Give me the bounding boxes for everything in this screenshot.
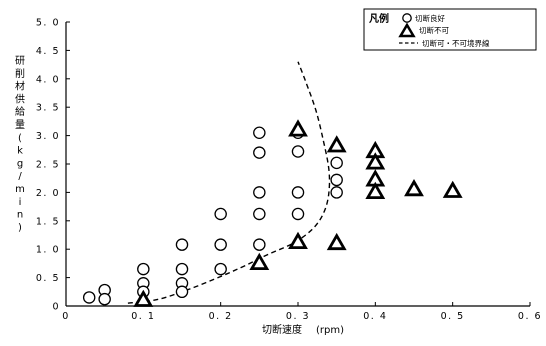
good-cut-point (291, 145, 305, 158)
cut-impossible-point (365, 152, 386, 170)
good-cut-point (253, 207, 266, 221)
y-tick-label: 4. 5 (36, 46, 60, 57)
cut-impossible-point (133, 289, 154, 307)
y-axis-label-char: i (19, 197, 22, 208)
y-tick-label: 0. 5 (36, 273, 60, 284)
x-tick-label: 0 (62, 311, 70, 322)
y-axis-label-char: g (17, 158, 23, 169)
y-tick-label: 1. 0 (36, 245, 60, 256)
x-tick-label: 0. 5 (441, 311, 465, 322)
good-cut-point (253, 146, 266, 159)
good-cut-point (214, 207, 227, 221)
good-cut-point (98, 292, 111, 306)
good-cut-point (330, 173, 343, 187)
cut-impossible-point (365, 181, 386, 199)
y-axis-label-char: ( (18, 133, 22, 144)
boundary-layer (127, 61, 331, 304)
y-axis-label-char: 給 (15, 105, 25, 118)
y-tick-label: 0 (52, 302, 60, 313)
y-axis-label-char: n (17, 210, 23, 221)
legend-triangle-marker (398, 22, 416, 38)
good-cut-point (175, 262, 189, 276)
y-axis-label-char: k (17, 146, 23, 157)
y-tick-label: 2. 5 (36, 160, 60, 171)
y-axis-label-char: / (18, 171, 22, 182)
good-cut-point (137, 262, 150, 276)
marks-layer (82, 119, 463, 307)
y-tick-label: 3. 0 (36, 131, 60, 142)
x-ticks: 0 0. 1 0. 2 0. 3 0. 4 0. 5 0. 6 (62, 302, 542, 322)
cut-impossible-point (326, 135, 347, 153)
cut-impossible-point (404, 178, 424, 197)
cut-impossible-point (326, 232, 347, 251)
cut-impossible-point (442, 180, 463, 198)
good-cut-point (175, 285, 189, 299)
good-cut-point (253, 126, 266, 140)
good-cut-point (291, 186, 305, 199)
x-tick-label: 0. 6 (518, 311, 542, 322)
y-axis-label-char: 研 (15, 55, 25, 67)
y-axis-label-char: 量 (15, 119, 25, 131)
legend: 凡例 切断良好 切断不可 切断可・不可境界線 (363, 8, 537, 51)
legend-box (363, 8, 537, 51)
x-axis-label: 切断速度 (262, 323, 302, 336)
y-tick-label: 4. 0 (36, 74, 60, 85)
legend-label-impossible: 切断不可 (419, 25, 449, 35)
y-tick-label: 2. 0 (36, 188, 60, 199)
x-tick-label: 0. 2 (209, 311, 233, 322)
good-cut-point (214, 262, 227, 276)
x-tick-label: 0. 1 (131, 311, 155, 322)
legend-title: 凡例 (369, 12, 389, 25)
y-axis-label-char: ) (18, 222, 22, 233)
legend-label-boundary: 切断可・不可境界線 (422, 38, 490, 48)
good-cut-point (330, 156, 343, 170)
x-tick-label: 0. 4 (363, 311, 387, 322)
good-cut-point (330, 186, 343, 199)
y-axis-label-char: 材 (15, 80, 25, 93)
y-axis-label-char: 削 (15, 67, 25, 80)
good-cut-point (253, 186, 266, 199)
axes (65, 22, 530, 307)
cut-impossible-point (288, 119, 308, 137)
y-axis-label-char: m (15, 184, 25, 195)
y-tick-label: 5. 0 (36, 18, 60, 29)
boundary-line (127, 61, 331, 304)
good-cut-point (214, 238, 227, 251)
legend-label-good: 切断良好 (415, 13, 445, 23)
good-cut-point (175, 238, 189, 251)
y-axis-label-char: 供 (15, 92, 25, 105)
good-cut-point (291, 207, 305, 221)
x-axis-unit: (rpm) (316, 325, 344, 336)
legend-circle-marker (402, 13, 412, 23)
x-tick-label: 0. 3 (286, 311, 310, 322)
cut-impossible-point (288, 231, 308, 249)
y-tick-label: 1. 5 (36, 216, 60, 227)
cut-impossible-point (249, 252, 270, 270)
y-ticks: 0 0. 5 1. 0 1. 5 2. 0 2. 5 3. 0 3. 5 4. 0 4. 5 5. … (36, 18, 70, 313)
x-axis-title: 切断速度 (rpm) (262, 323, 344, 336)
y-tick-label: 3. 5 (36, 103, 60, 114)
good-cut-point (82, 291, 96, 304)
good-cut-point (253, 238, 266, 251)
